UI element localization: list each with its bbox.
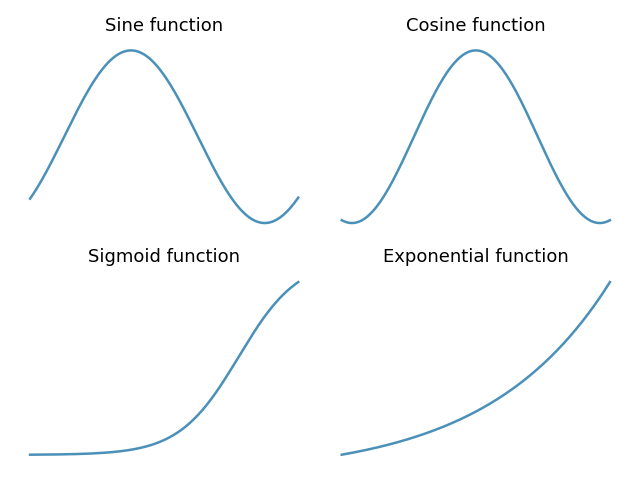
Title: Cosine function: Cosine function — [406, 17, 546, 35]
Title: Exponential function: Exponential function — [383, 248, 569, 266]
Title: Sigmoid function: Sigmoid function — [88, 248, 240, 266]
Title: Sine function: Sine function — [105, 17, 223, 35]
